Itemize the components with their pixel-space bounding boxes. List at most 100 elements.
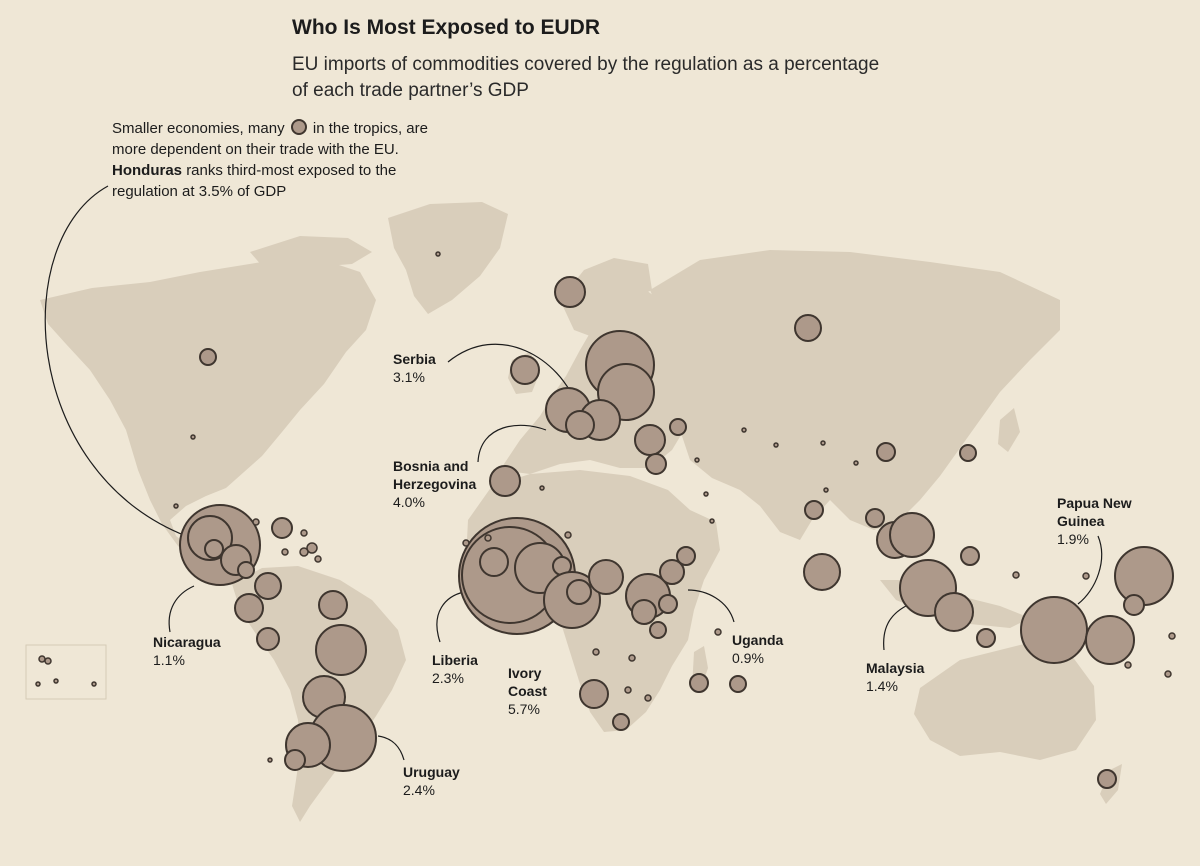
bubbles: [179, 276, 1174, 789]
callout-value: 3.1%: [393, 369, 425, 385]
bubble: [729, 675, 747, 693]
small-dot: [281, 548, 289, 556]
small-dot: [644, 694, 652, 702]
leader-lines: [44, 185, 1103, 761]
callout-uruguay: Uruguay 2.4%: [403, 763, 460, 799]
callout-png: Papua New Guinea 1.9%: [1057, 494, 1157, 548]
small-dot: [1012, 571, 1020, 579]
bubble: [634, 424, 666, 456]
bubble: [976, 628, 996, 648]
greenland-land: [388, 202, 508, 314]
bubble: [566, 579, 592, 605]
inset-box: [25, 644, 107, 700]
callout-bosnia: Bosnia and Herzegovina 4.0%: [393, 457, 513, 511]
small-dot: [53, 678, 59, 684]
small-dot: [484, 534, 492, 542]
callout-value: 1.1%: [153, 652, 185, 668]
small-dot: [624, 686, 632, 694]
bubble: [876, 442, 896, 462]
bubble: [565, 410, 595, 440]
callout-name: Malaysia: [866, 660, 925, 676]
small-dot: [1168, 632, 1176, 640]
australia-land: [914, 640, 1096, 760]
bubble: [658, 594, 678, 614]
bubble: [256, 627, 280, 651]
nicaragua-leader-line: [168, 585, 195, 633]
bubble: [1114, 546, 1174, 606]
small-dot: [539, 485, 545, 491]
asia-land: [650, 250, 1060, 540]
small-dot: [267, 757, 273, 763]
bosnia-leader-line: [477, 424, 547, 463]
bubble: [804, 500, 824, 520]
bubble: [284, 749, 306, 771]
small-dot: [44, 657, 52, 665]
small-dot: [299, 547, 309, 557]
bubble: [645, 453, 667, 475]
callout-name: Papua New Guinea: [1057, 495, 1132, 529]
small-dot: [820, 440, 826, 446]
intro-highlight-country: Honduras: [112, 162, 183, 179]
small-dot: [173, 503, 179, 509]
bubble: [489, 465, 521, 497]
small-dot: [1082, 572, 1090, 580]
bubble: [669, 418, 687, 436]
bubble: [554, 276, 586, 308]
bubble: [649, 621, 667, 639]
small-dot: [306, 542, 318, 554]
bubble: [959, 444, 977, 462]
small-dots: [35, 251, 1176, 763]
callout-value: 4.0%: [393, 494, 425, 510]
bubble: [271, 517, 293, 539]
small-dot: [714, 628, 722, 636]
callout-name: Liberia: [432, 652, 478, 668]
callout-value: 2.3%: [432, 670, 464, 686]
bubble: [960, 546, 980, 566]
callout-name: Uruguay: [403, 764, 460, 780]
bubble: [865, 508, 885, 528]
intro-text-1: Smaller economies, many: [112, 120, 285, 137]
bubble: [510, 355, 540, 385]
callout-value: 1.9%: [1057, 531, 1089, 547]
bubble: [204, 539, 224, 559]
callout-name: Nicaragua: [153, 634, 221, 650]
small-dot: [300, 529, 308, 537]
callout-value: 1.4%: [866, 678, 898, 694]
bubble: [889, 512, 935, 558]
small-dot: [314, 555, 322, 563]
bubble: [612, 713, 630, 731]
bubble: [676, 546, 696, 566]
circle-symbol-icon: [290, 119, 307, 135]
bubble: [803, 553, 841, 591]
callout-name: Serbia: [393, 351, 436, 367]
small-dot: [190, 434, 196, 440]
callout-name: Uganda: [732, 632, 784, 648]
small-dot: [592, 648, 600, 656]
chart-subtitle: EU imports of commodities covered by the…: [292, 54, 880, 101]
small-dot: [462, 539, 470, 547]
bubble: [934, 592, 974, 632]
bubble: [588, 559, 624, 595]
small-dot: [823, 487, 829, 493]
small-dot: [35, 681, 41, 687]
small-dot: [252, 518, 260, 526]
japan-land: [998, 408, 1020, 452]
small-dot: [1164, 670, 1172, 678]
bubble: [1020, 596, 1088, 664]
intro-text-3: ranks third-most exposed to the regulati…: [112, 162, 397, 200]
intro-text-2: in the tropics, are more dependent on th…: [112, 120, 428, 158]
callout-nicaragua: Nicaragua 1.1%: [153, 633, 221, 669]
uruguay-leader-line: [377, 735, 405, 761]
bubble: [315, 624, 367, 676]
callout-name: Bosnia and Herzegovina: [393, 458, 477, 492]
north-america-land: [40, 262, 376, 584]
small-dot: [38, 655, 46, 663]
small-dot: [435, 251, 441, 257]
intro-annotation: Smaller economies, many in the tropics, …: [112, 118, 452, 202]
bubble: [234, 593, 264, 623]
callout-name: Ivory Coast: [508, 665, 547, 699]
small-dot: [741, 427, 747, 433]
small-dot: [853, 460, 859, 466]
honduras-leader-line: [44, 185, 187, 537]
